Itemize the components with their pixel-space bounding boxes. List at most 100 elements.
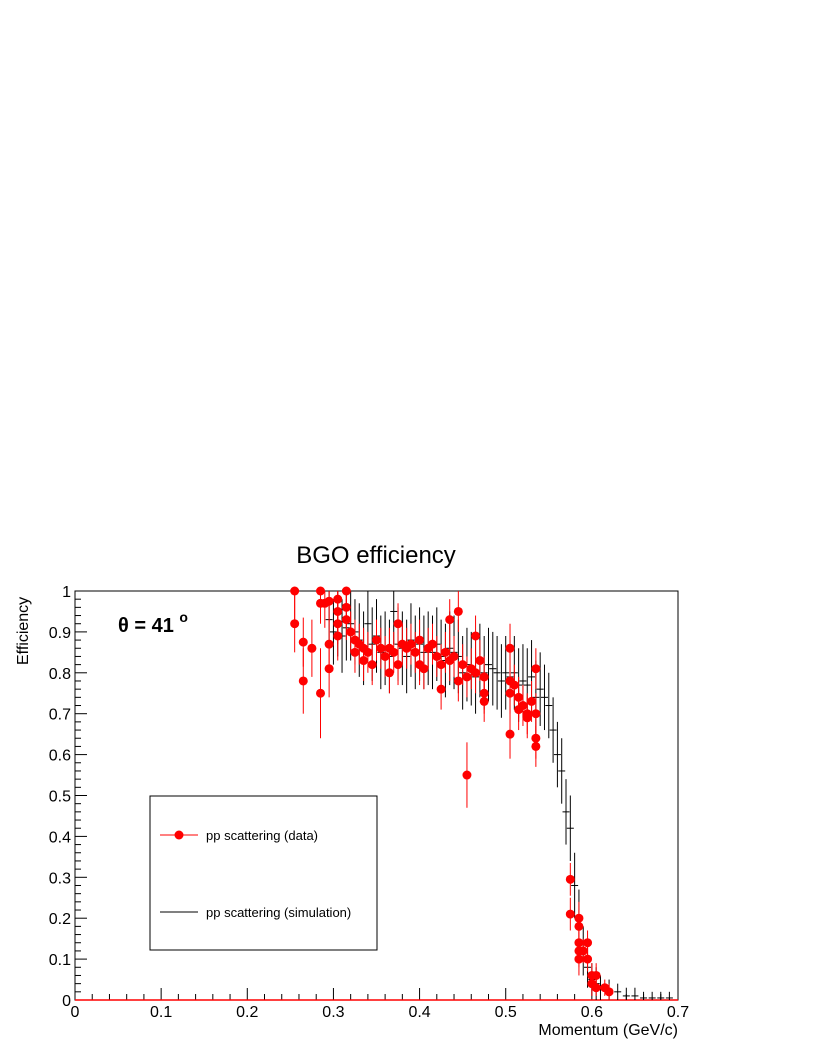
y-tick-label: 0.9 [49,625,71,642]
data-point [406,623,416,665]
data-point [427,623,437,665]
data-point [565,897,575,931]
sim-point [640,991,648,1000]
data-point [505,672,515,714]
sim-point [558,738,566,804]
sim-point [553,721,561,788]
legend-data-label: pp scattering (data) [206,828,318,843]
data-point [440,631,450,673]
axis-ticks: 0 0.1 0.2 0.3 0.4 0.5 0.6 0.7 0 0.1 0.2 0.3 0.4 0.5 0.… [49,584,689,1021]
x-tick-label: 0.4 [408,1004,430,1021]
data-point [475,640,485,681]
data-point [527,680,537,722]
data-point [531,725,541,767]
x-tick-label: 0.5 [495,1004,517,1021]
y-tick-label: 0.3 [49,870,71,887]
data-point [372,619,381,661]
legend: pp scattering (data) pp scattering (simu… [149,795,378,951]
data-point [471,652,481,694]
sim-point [657,991,665,1000]
data-point [509,664,519,706]
data-point [367,644,377,686]
y-tick-label: 0.5 [49,789,71,806]
data-point [350,631,360,673]
y-tick-label: 0.1 [49,952,71,969]
y-tick-label: 0.4 [49,829,71,846]
x-tick-label: 0.1 [150,1004,172,1021]
data-point [462,742,472,808]
x-tick-label: 0.7 [667,1004,689,1021]
theta-value: = 41 [129,615,180,637]
data-point [419,648,429,690]
data-point [346,611,356,653]
y-tick-label: 0.6 [49,748,71,765]
data-point [389,631,399,673]
data-point [363,631,373,673]
data-point [453,660,463,702]
sim-point [545,672,553,739]
data-point [376,627,386,669]
chart-title: BGO efficiency [296,542,456,569]
x-tick-label: 0 [71,1004,80,1021]
data-point [574,942,584,976]
legend-sim-label: pp scattering (simulation) [206,905,351,920]
data-point [324,640,334,698]
sim-point [329,599,337,665]
data-point [531,648,541,690]
data-point [453,591,463,632]
y-axis-label: Efficiency [15,597,32,665]
sim-point [549,697,557,763]
data-point [505,709,515,759]
sim-point [484,627,492,702]
data-point [316,648,326,739]
data-point [415,619,425,661]
x-tick-label: 0.2 [236,1004,258,1021]
data-point [298,648,308,714]
sim-point [648,991,656,1000]
data-point [449,635,459,677]
legend-data-marker [174,830,184,840]
y-tick-label: 0.2 [49,911,71,928]
degree-superscript: o [179,609,188,625]
sim-point [622,987,630,1000]
data-point [471,615,481,657]
data-point [583,946,593,972]
data-point [341,599,351,641]
y-tick-label: 0 [62,993,71,1010]
data-point [565,862,575,896]
data-point [393,644,403,686]
data-point [410,631,420,673]
data-point [393,603,403,645]
sim-point [665,991,673,1000]
sim-point [614,983,622,1000]
data-point [458,644,468,686]
sim-point [489,631,497,706]
data-point [333,611,343,661]
legend-box [149,795,378,951]
data-point [307,619,317,677]
data-point [359,640,369,681]
x-tick-label: 0.3 [322,1004,344,1021]
x-axis-label: Momentum (GeV/c) [538,1022,678,1039]
y-tick-label: 1 [62,584,71,601]
data-point [522,693,532,735]
data-point [445,599,455,641]
sim-point [562,779,570,845]
theta-annotation: θ = 41 o [118,609,188,637]
sim-point [566,795,574,861]
theta-symbol: θ [118,615,129,637]
data-point [436,644,446,686]
sim-point [540,664,548,731]
data-point [320,591,330,628]
sim-point [493,635,501,710]
series-simulation [325,591,673,1000]
data-point [604,983,614,1000]
data-point [380,635,390,677]
data-point [324,591,334,622]
data-point [462,656,472,698]
x-tick-label: 0.6 [581,1004,603,1021]
data-point [290,595,300,653]
data-point [518,685,528,726]
